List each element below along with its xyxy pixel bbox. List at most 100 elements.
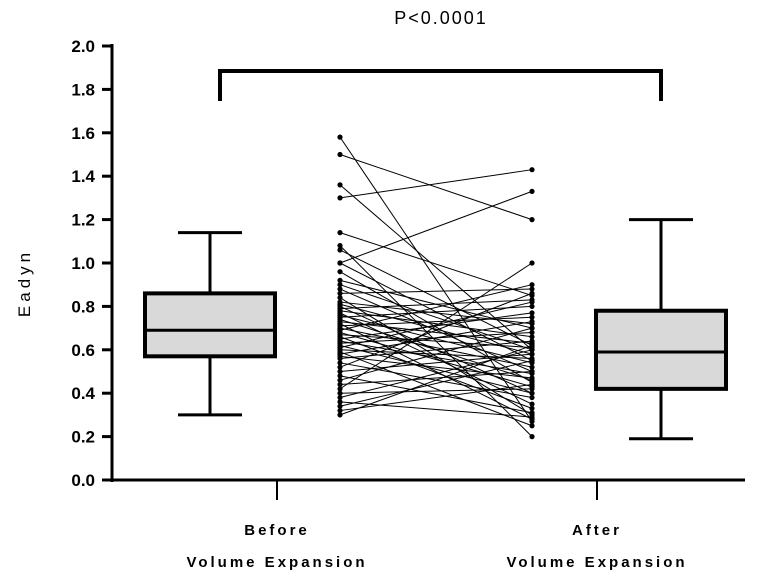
before-point xyxy=(337,360,343,366)
before-point xyxy=(337,399,343,405)
before-point xyxy=(337,390,343,396)
before-point xyxy=(337,290,343,296)
after-point xyxy=(529,286,535,292)
before-point xyxy=(337,295,343,301)
box-plots xyxy=(143,218,728,441)
after-point xyxy=(529,386,535,392)
y-tick-label: 1.6 xyxy=(71,124,95,143)
after-point xyxy=(529,405,535,411)
box-plot xyxy=(143,231,277,417)
after-point xyxy=(529,314,535,320)
box-plot xyxy=(594,218,728,441)
after-point xyxy=(529,310,535,316)
after-point xyxy=(529,410,535,416)
before-point xyxy=(337,247,343,253)
paired-line xyxy=(339,340,533,359)
paired-line xyxy=(339,349,533,399)
paired-line xyxy=(339,355,533,379)
x-category-label-line1: Before xyxy=(244,522,310,539)
paired-line xyxy=(339,344,533,394)
before-point xyxy=(337,364,343,370)
box-iqr xyxy=(594,308,728,391)
before-point xyxy=(337,151,343,158)
after-point xyxy=(529,401,535,407)
paired-line xyxy=(339,232,533,297)
before-point xyxy=(337,394,343,401)
paired-line xyxy=(339,401,533,418)
before-point xyxy=(337,286,343,292)
before-point xyxy=(337,277,343,283)
paired-line xyxy=(339,375,533,414)
paired-line xyxy=(339,299,533,310)
box-iqr xyxy=(143,291,277,359)
y-tick-label: 0.4 xyxy=(71,384,95,403)
paired-lines xyxy=(337,134,535,440)
paired-line xyxy=(339,327,533,381)
paired-line xyxy=(339,288,533,294)
y-tick-label: 0.8 xyxy=(71,297,95,316)
paired-line xyxy=(339,292,533,368)
y-tick-label: 0.0 xyxy=(71,471,95,490)
axes: 0.0 0.2 0.4 0.6 0.8 1.0 1.2 1.4 1.6 1.8 2.0 Before V… xyxy=(71,37,745,571)
after-point xyxy=(529,381,535,388)
after-point xyxy=(529,414,535,420)
paired-line xyxy=(339,351,533,427)
before-point xyxy=(337,182,343,188)
after-point xyxy=(529,338,535,344)
paired-line xyxy=(339,301,533,349)
after-point xyxy=(529,375,535,381)
x-category-label-line2: Volume Expansion xyxy=(506,554,687,571)
after-point xyxy=(529,217,535,223)
before-point xyxy=(337,282,343,288)
before-point xyxy=(337,355,343,362)
y-tick-label: 0.6 xyxy=(71,341,95,360)
paired-line xyxy=(339,184,533,351)
y-tick-label: 1.4 xyxy=(71,167,95,186)
y-tick-label: 1.8 xyxy=(71,80,95,99)
x-category-label-line1: After xyxy=(572,522,622,539)
paired-line xyxy=(339,384,533,412)
x-category-label-line2: Volume Expansion xyxy=(186,554,367,571)
paired-line xyxy=(339,371,533,386)
before-point xyxy=(337,407,343,414)
paired-line xyxy=(339,297,533,416)
before-point xyxy=(337,412,343,418)
before-point xyxy=(337,377,343,383)
after-point xyxy=(529,347,535,353)
after-point xyxy=(529,342,535,349)
significance-bracket: P<0.0001 xyxy=(218,8,663,101)
after-point xyxy=(529,329,535,336)
after-point xyxy=(529,299,535,305)
before-point xyxy=(337,134,343,140)
before-point xyxy=(337,386,343,392)
before-point xyxy=(337,260,343,266)
paired-line xyxy=(339,262,533,390)
after-point xyxy=(529,390,535,396)
before-point xyxy=(337,403,343,409)
after-point xyxy=(529,364,535,370)
paired-line xyxy=(339,334,533,349)
after-point xyxy=(529,167,535,173)
after-point xyxy=(529,394,535,401)
after-point xyxy=(529,368,535,375)
paired-line xyxy=(339,301,533,325)
after-point xyxy=(529,282,535,288)
paired-line xyxy=(339,284,533,331)
significance-label: P<0.0001 xyxy=(394,8,488,28)
y-tick-label: 0.2 xyxy=(71,428,95,447)
y-tick-label: 2.0 xyxy=(71,37,95,56)
bracket-line xyxy=(218,69,663,101)
paired-line xyxy=(339,388,533,394)
y-tick-label: 1.2 xyxy=(71,211,95,230)
after-point xyxy=(529,260,535,266)
paired-line xyxy=(339,321,533,355)
paired-line xyxy=(339,249,533,346)
after-point xyxy=(529,303,535,309)
before-point xyxy=(337,373,343,379)
before-point xyxy=(337,243,343,249)
after-point xyxy=(529,434,535,440)
after-point xyxy=(529,358,535,364)
paired-line xyxy=(339,316,533,327)
paired-line xyxy=(339,321,533,344)
